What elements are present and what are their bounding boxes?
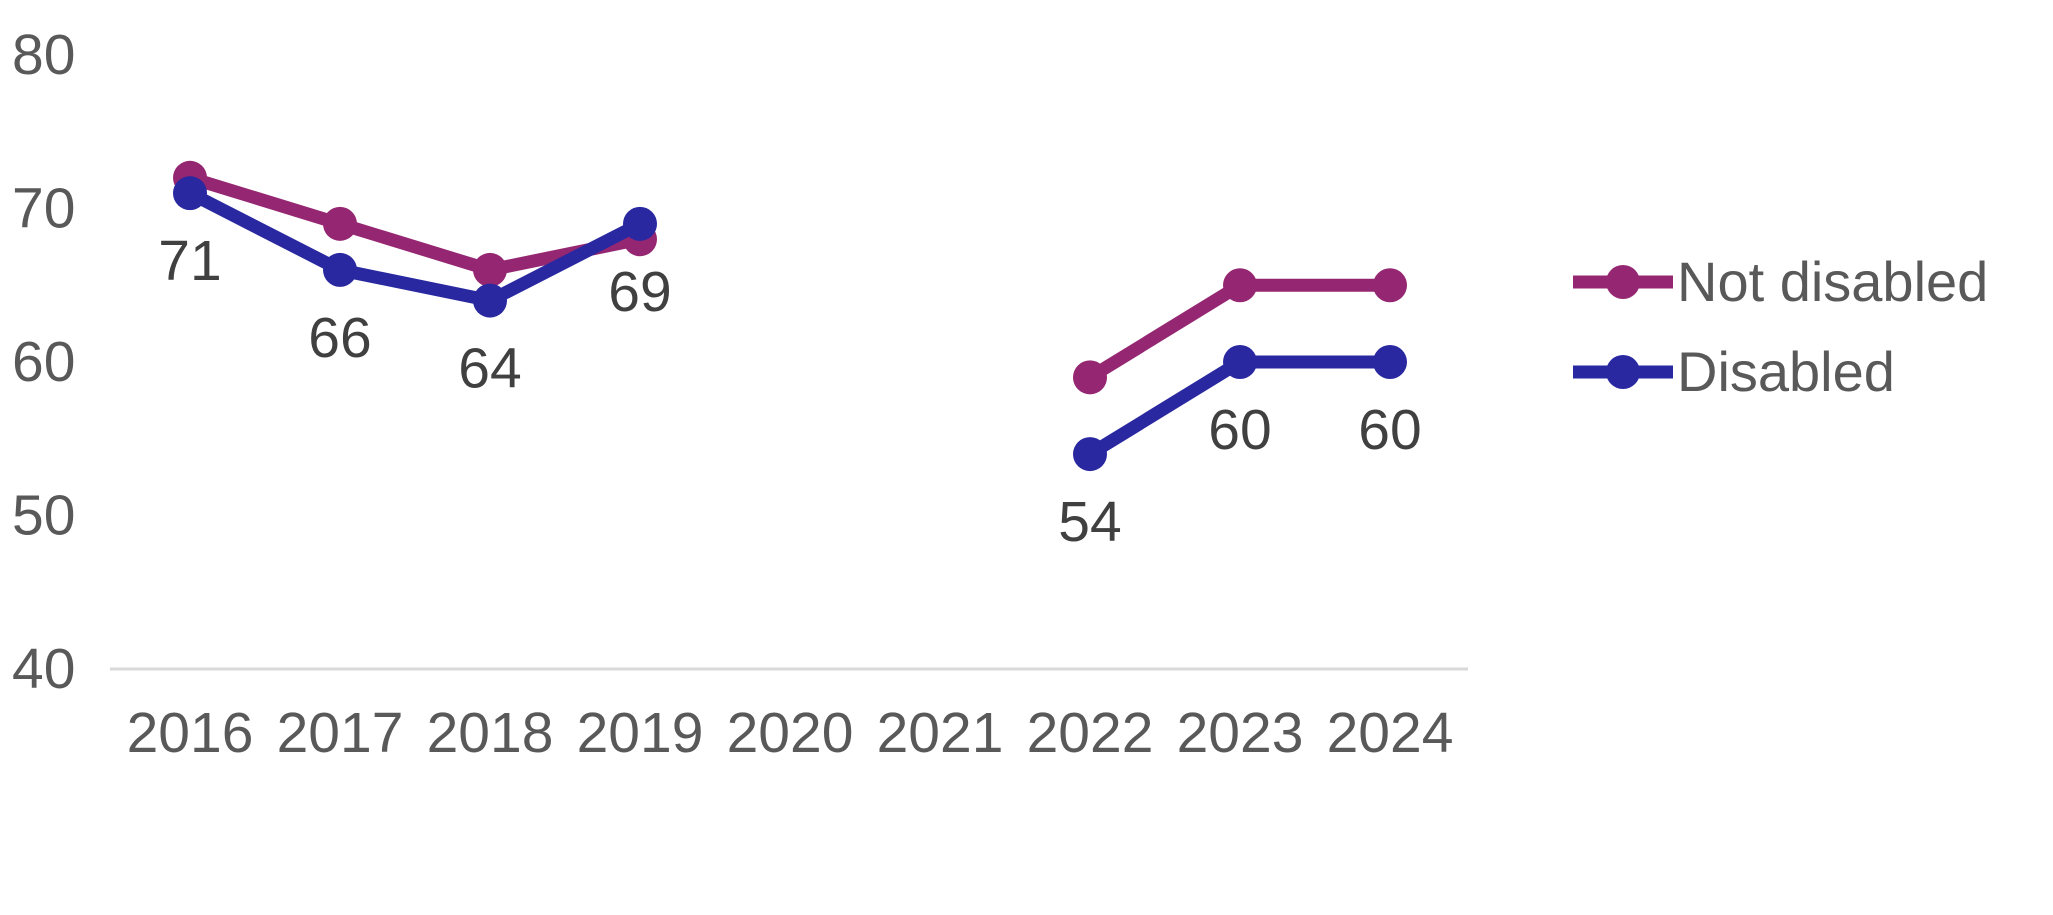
x-axis-tick-label: 2019 xyxy=(577,701,704,765)
x-axis-tick-label: 2017 xyxy=(277,701,404,765)
data-point-label: 64 xyxy=(458,337,521,401)
not-disabled-line-marker-icon xyxy=(1573,265,1673,299)
data-point-disabled xyxy=(623,206,657,241)
x-axis-tick-label: 2016 xyxy=(127,701,254,765)
x-axis-tick-label: 2022 xyxy=(1027,701,1154,765)
data-point-disabled xyxy=(1223,345,1257,379)
data-point-label: 71 xyxy=(158,229,221,293)
legend-item-not-disabled: Not disabled xyxy=(1573,251,1988,313)
y-axis-tick-label: 70 xyxy=(12,177,75,241)
y-axis-tick-label: 60 xyxy=(12,330,75,394)
chart-legend: Not disabled Disabled xyxy=(1573,251,1988,403)
data-point-label: 60 xyxy=(1358,398,1421,462)
data-point-not-disabled xyxy=(473,252,507,287)
legend-label-disabled: Disabled xyxy=(1677,340,1895,403)
legend-item-disabled: Disabled xyxy=(1573,341,1988,403)
series-line-disabled xyxy=(183,186,647,308)
data-point-disabled xyxy=(323,252,357,287)
x-axis-tick-label: 2021 xyxy=(877,701,1004,765)
data-point-disabled xyxy=(473,283,507,318)
legend-label-not-disabled: Not disabled xyxy=(1677,250,1989,313)
data-point-not-disabled xyxy=(1073,360,1107,395)
data-point-disabled xyxy=(1073,437,1107,472)
y-axis-tick-label: 80 xyxy=(12,23,75,87)
y-axis-tick-label: 50 xyxy=(12,484,75,548)
data-point-disabled xyxy=(173,176,207,211)
data-point-not-disabled xyxy=(1373,268,1407,303)
x-axis-tick-label: 2020 xyxy=(727,701,854,765)
data-point-label: 66 xyxy=(308,306,371,370)
x-axis-tick-label: 2024 xyxy=(1327,701,1454,765)
series-line-not-disabled xyxy=(183,171,647,277)
x-axis-tick-label: 2023 xyxy=(1177,701,1304,765)
data-point-label: 69 xyxy=(608,260,671,324)
data-point-not-disabled xyxy=(1223,268,1257,303)
x-axis-tick-label: 2018 xyxy=(427,701,554,765)
y-axis-tick-label: 40 xyxy=(12,637,75,701)
data-point-label: 54 xyxy=(1058,490,1121,554)
data-point-not-disabled xyxy=(323,206,357,241)
data-point-disabled xyxy=(1373,345,1407,379)
disabled-line-marker-icon xyxy=(1573,355,1673,389)
data-point-label: 60 xyxy=(1208,398,1271,462)
